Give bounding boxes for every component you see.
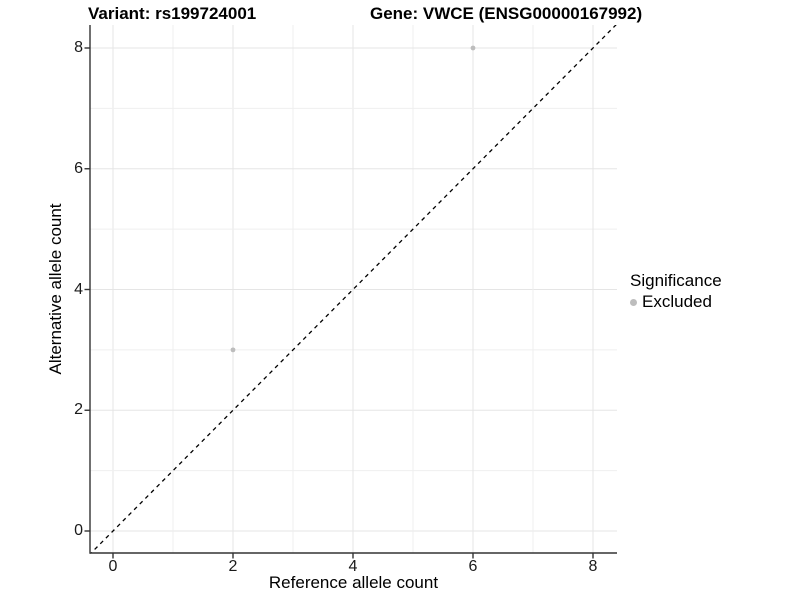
x-tick-label: 2 <box>228 558 238 575</box>
legend-item-label: Excluded <box>642 292 712 311</box>
x-tick-label: 8 <box>588 558 598 575</box>
x-tick-label: 6 <box>468 558 478 575</box>
plot-title-variant: Variant: rs199724001 <box>88 4 257 23</box>
x-tick-label: 4 <box>348 558 358 575</box>
data-point <box>470 45 476 51</box>
y-tick-label: 4 <box>74 280 83 298</box>
y-tick-label: 2 <box>74 401 83 419</box>
legend: Significance Excluded <box>630 271 722 312</box>
plot-title-gene: Gene: VWCE (ENSG00000167992) <box>370 4 643 23</box>
y-tick-label: 6 <box>74 159 83 177</box>
x-axis-title: Reference allele count <box>268 573 439 592</box>
identity-reference-line <box>90 25 617 553</box>
legend-title: Significance <box>630 271 722 290</box>
data-point <box>230 347 236 353</box>
x-tick-label: 0 <box>108 558 118 575</box>
legend-item-excluded: Excluded <box>630 292 722 312</box>
y-tick-label: 8 <box>74 39 83 56</box>
excluded-point-icon <box>630 298 637 306</box>
y-tick-label: 0 <box>74 522 83 539</box>
